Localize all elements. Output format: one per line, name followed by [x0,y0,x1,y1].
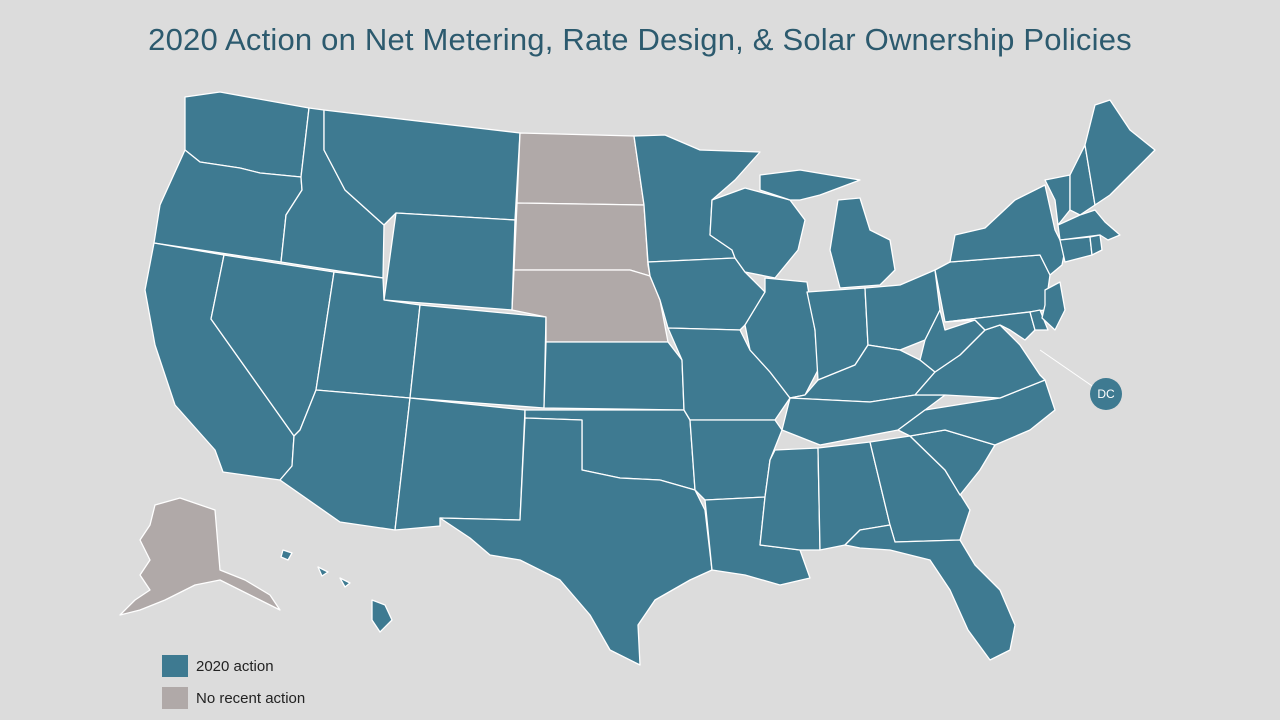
state-CO[interactable] [409,304,547,409]
dc-label: DC [1097,387,1115,401]
legend-label-action: 2020 action [196,657,274,675]
legend: 2020 action No recent action [162,650,305,714]
state-HI[interactable] [280,549,393,633]
state-CT[interactable] [1059,236,1093,263]
state-SD[interactable] [513,202,651,277]
state-AK[interactable] [119,497,281,616]
state-FL[interactable] [844,524,1016,661]
map-title: 2020 Action on Net Metering, Rate Design… [148,22,1132,57]
legend-item-action: 2020 action [162,650,305,682]
state-VT[interactable] [1044,174,1071,226]
state-KS[interactable] [543,341,685,411]
dc-circle[interactable] [1090,378,1122,410]
state-WI[interactable] [709,187,806,279]
state-NC[interactable] [897,379,1056,446]
state-NH[interactable] [1069,144,1096,216]
state-DE[interactable] [1029,309,1049,331]
state-MA[interactable] [1057,209,1121,241]
state-MI[interactable] [759,169,896,289]
state-ND[interactable] [516,132,645,206]
state-RI[interactable] [1089,234,1103,256]
state-WY[interactable] [383,212,516,311]
legend-swatch-no-action [162,687,188,709]
state-MO[interactable] [667,327,791,421]
state-NY[interactable] [949,184,1066,276]
state-ME[interactable] [1084,99,1156,206]
state-NM[interactable] [394,397,526,531]
state-NJ[interactable] [1041,281,1066,331]
legend-label-no-action: No recent action [196,689,306,707]
state-TX[interactable] [439,417,713,666]
state-MS[interactable] [759,447,821,551]
legend-item-no-action: No recent action [162,682,305,714]
dc-leader-line [1039,349,1099,391]
legend-swatch-action [162,655,188,677]
